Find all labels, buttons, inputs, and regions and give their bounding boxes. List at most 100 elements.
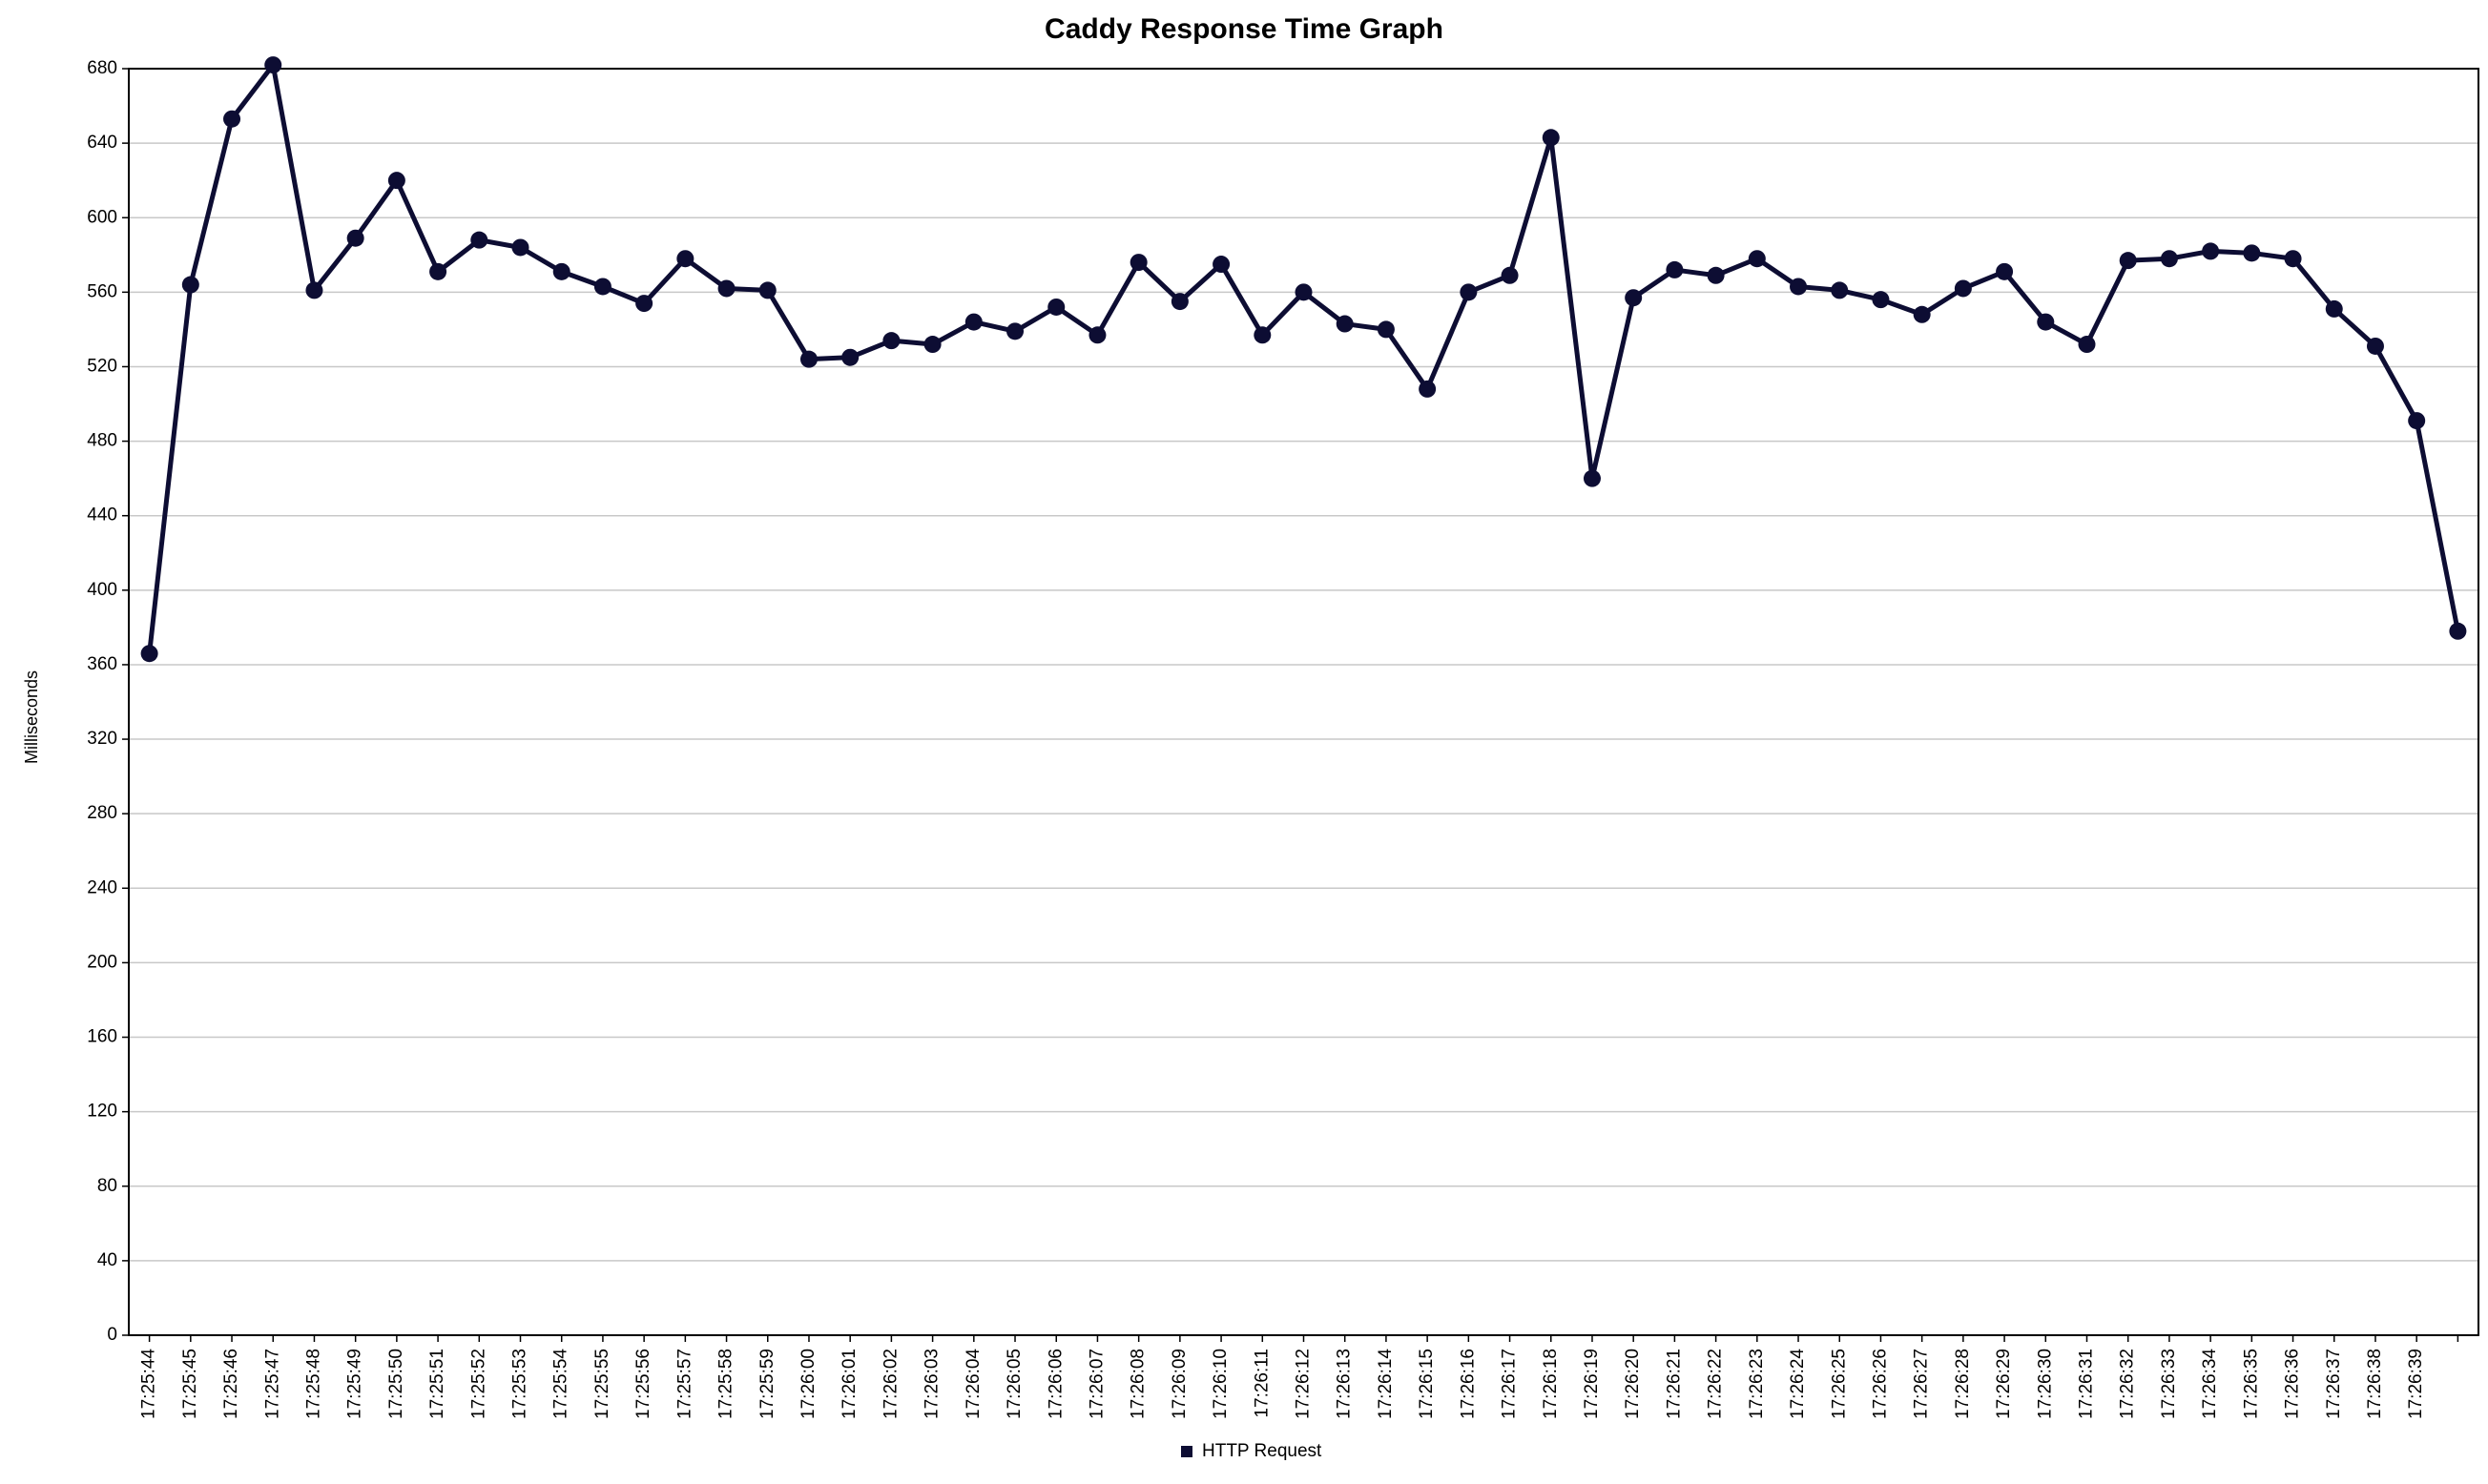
data-point [1130,254,1148,272]
y-tick-label: 400 [87,580,117,600]
x-tick-label: 17:26:31 [2077,1349,2097,1419]
x-tick-label: 17:26:03 [923,1349,943,1419]
x-tick-label: 17:25:59 [757,1349,778,1419]
x-tick-label: 17:25:54 [551,1349,571,1419]
y-tick-label: 440 [87,505,117,526]
x-tick-label: 17:25:56 [633,1349,653,1419]
data-point [841,348,860,366]
data-point [1790,278,1808,296]
data-point [882,332,901,350]
data-point [1954,279,1972,298]
data-point [1006,322,1025,340]
y-axis-label: Milliseconds [22,670,41,764]
data-point [1336,315,1354,333]
data-point [552,262,570,280]
data-point [2202,242,2220,260]
data-point [1872,291,1890,309]
data-point [2119,252,2137,270]
x-tick-label: 17:26:11 [1252,1349,1272,1418]
y-tick-label: 160 [87,1027,117,1047]
data-point [140,645,158,663]
data-point [1831,281,1849,299]
data-point [923,336,942,354]
data-point [2325,299,2343,318]
x-tick-label: 17:26:35 [2241,1349,2261,1419]
x-tick-label: 17:26:10 [1211,1349,1231,1419]
x-tick-label: 17:26:08 [1129,1349,1149,1419]
data-point [1295,283,1313,301]
legend-label: HTTP Request [1202,1441,1322,1461]
data-point [1748,250,1766,268]
data-point [1666,260,1684,278]
data-point [593,278,612,296]
data-point [305,281,323,299]
x-tick-label: 17:25:55 [592,1349,612,1419]
x-tick-label: 17:26:39 [2406,1349,2426,1419]
x-tick-label: 17:25:44 [139,1349,159,1419]
x-tick-label: 17:26:06 [1046,1349,1066,1419]
data-point [2284,250,2302,268]
y-tick-label: 560 [87,281,117,301]
data-point [758,281,777,299]
y-tick-label: 80 [97,1176,117,1196]
x-tick-label: 17:26:00 [798,1349,819,1419]
data-point [1377,320,1395,339]
x-tick-label: 17:26:25 [1829,1349,1849,1419]
x-tick-label: 17:26:30 [2035,1349,2055,1419]
x-tick-label: 17:26:23 [1747,1349,1767,1419]
x-tick-label: 17:26:33 [2159,1349,2179,1419]
data-point [1460,283,1478,301]
y-tick-label: 480 [87,431,117,451]
data-point [346,229,364,247]
data-point [1213,256,1231,274]
data-point [1583,469,1601,487]
data-point [2408,412,2426,430]
y-tick-label: 600 [87,207,117,227]
x-tick-label: 17:25:45 [180,1349,200,1419]
data-point [1996,262,2014,280]
x-tick-label: 17:26:09 [1170,1349,1190,1419]
x-tick-label: 17:25:52 [468,1349,488,1419]
data-point [1542,129,1560,147]
data-point [799,350,818,368]
chart-title: Caddy Response Time Graph [1045,13,1443,45]
x-tick-label: 17:25:51 [427,1349,447,1419]
x-tick-label: 17:26:21 [1664,1349,1684,1419]
x-tick-label: 17:26:04 [964,1349,984,1419]
x-tick-label: 17:26:05 [1005,1349,1025,1419]
x-tick-label: 17:26:14 [1376,1349,1396,1419]
y-tick-label: 520 [87,356,117,376]
x-tick-label: 17:26:19 [1582,1349,1602,1419]
x-tick-label: 17:26:28 [1953,1349,1973,1419]
x-tick-label: 17:26:13 [1335,1349,1355,1419]
x-tick-label: 17:26:17 [1500,1349,1520,1419]
x-tick-label: 17:26:12 [1294,1349,1314,1419]
y-tick-label: 240 [87,877,117,897]
y-tick-label: 360 [87,654,117,674]
data-point [1625,289,1643,307]
x-tick-label: 17:26:38 [2365,1349,2385,1419]
y-tick-label: 640 [87,133,117,153]
x-tick-label: 17:26:15 [1417,1349,1437,1419]
data-point [1254,326,1272,344]
data-point [1047,298,1066,316]
x-tick-label: 17:25:53 [510,1349,530,1419]
data-point [1913,305,1931,323]
x-tick-label: 17:26:24 [1788,1349,1808,1419]
data-point [1707,266,1725,284]
x-tick-label: 17:25:46 [221,1349,241,1419]
x-tick-label: 17:26:20 [1623,1349,1643,1419]
data-point [964,313,983,331]
data-point [181,276,199,294]
data-point [1419,380,1437,398]
y-tick-label: 40 [97,1250,117,1270]
x-tick-label: 17:25:50 [386,1349,406,1419]
y-tick-label: 0 [107,1325,117,1345]
legend-swatch [1181,1446,1192,1457]
x-tick-label: 17:26:32 [2118,1349,2138,1419]
data-point [2037,313,2055,331]
x-tick-label: 17:25:47 [262,1349,282,1419]
x-tick-label: 17:25:48 [303,1349,323,1419]
